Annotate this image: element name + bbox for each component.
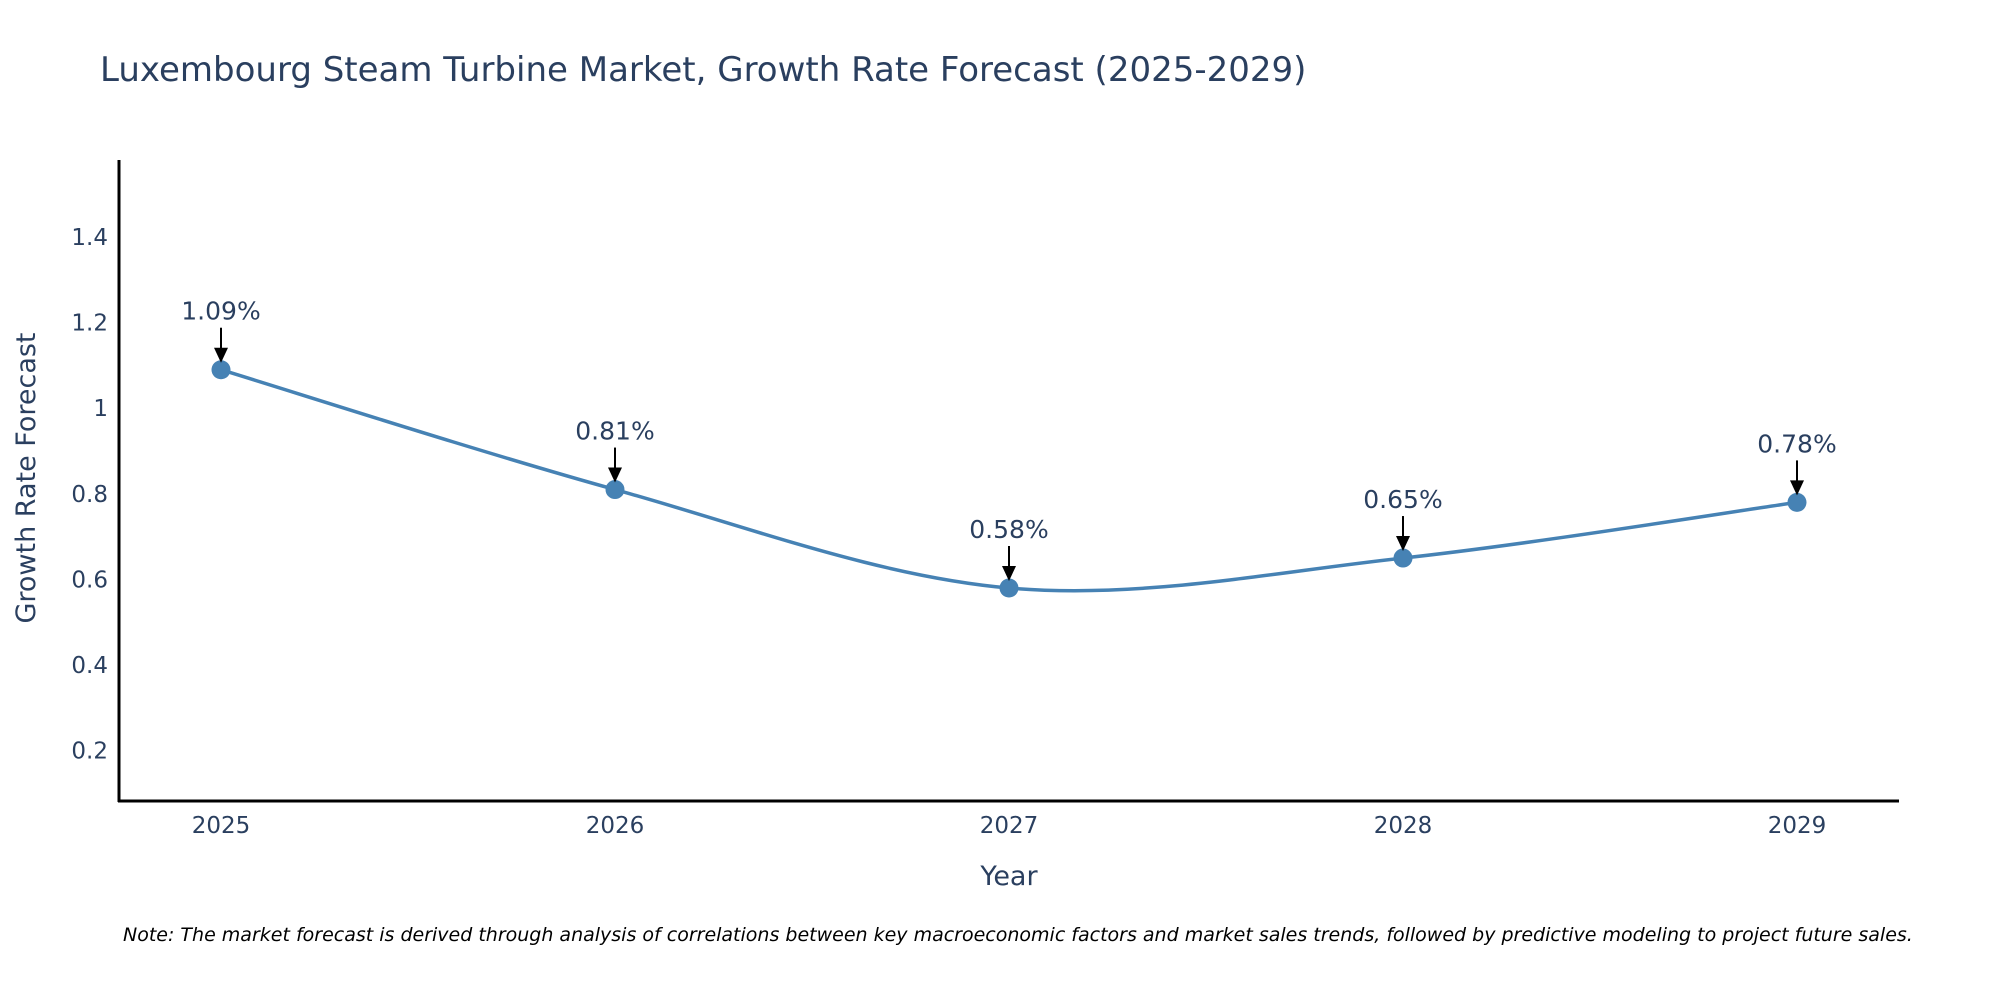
x-tick-label: 2028 <box>1374 813 1433 839</box>
chart-title: Luxembourg Steam Turbine Market, Growth … <box>100 50 1306 90</box>
y-tick-label: 0.2 <box>71 739 108 765</box>
annotation-arrow-head <box>214 347 228 363</box>
x-tick-label: 2025 <box>192 813 251 839</box>
y-tick-label: 0.6 <box>71 567 108 593</box>
data-point-marker <box>211 360 231 380</box>
data-label: 0.65% <box>1363 485 1442 514</box>
data-label: 0.81% <box>575 417 654 446</box>
y-tick-label: 1.2 <box>71 311 108 337</box>
footnote-note: Note: The market forecast is derived thr… <box>123 924 1913 946</box>
x-tick-label: 2026 <box>586 813 645 839</box>
x-tick-label: 2027 <box>980 813 1039 839</box>
x-axis-ticks: 2025 2026 2027 2028 2029 <box>192 813 1827 839</box>
data-annotations: 1.09% 0.81% 0.58% 0.65% 0.78% <box>181 297 1837 581</box>
annotation-arrow-head <box>1396 536 1410 552</box>
y-axis-title: Growth Rate Forecast <box>11 332 42 623</box>
annotation-arrow-head <box>1002 566 1016 581</box>
x-axis-title: Year <box>979 861 1038 892</box>
y-tick-label: 1 <box>93 396 108 422</box>
data-label: 0.78% <box>1757 429 1836 458</box>
annotation-arrow-head <box>608 467 622 483</box>
annotation-arrow-head <box>1790 480 1804 496</box>
y-tick-label: 1.4 <box>71 225 108 251</box>
data-point-marker <box>999 578 1019 598</box>
x-tick-label: 2029 <box>1768 813 1827 839</box>
data-point-marker <box>1393 548 1413 568</box>
y-tick-label: 0.4 <box>71 653 108 679</box>
y-tick-label: 0.8 <box>71 482 108 508</box>
data-label: 1.09% <box>181 297 260 326</box>
data-point-marker <box>605 480 625 500</box>
y-axis-ticks: 0.2 0.4 0.6 0.8 1 1.2 1.4 <box>71 225 108 765</box>
data-markers <box>211 360 1807 598</box>
data-label: 0.58% <box>969 515 1048 544</box>
data-point-marker <box>1787 492 1807 512</box>
